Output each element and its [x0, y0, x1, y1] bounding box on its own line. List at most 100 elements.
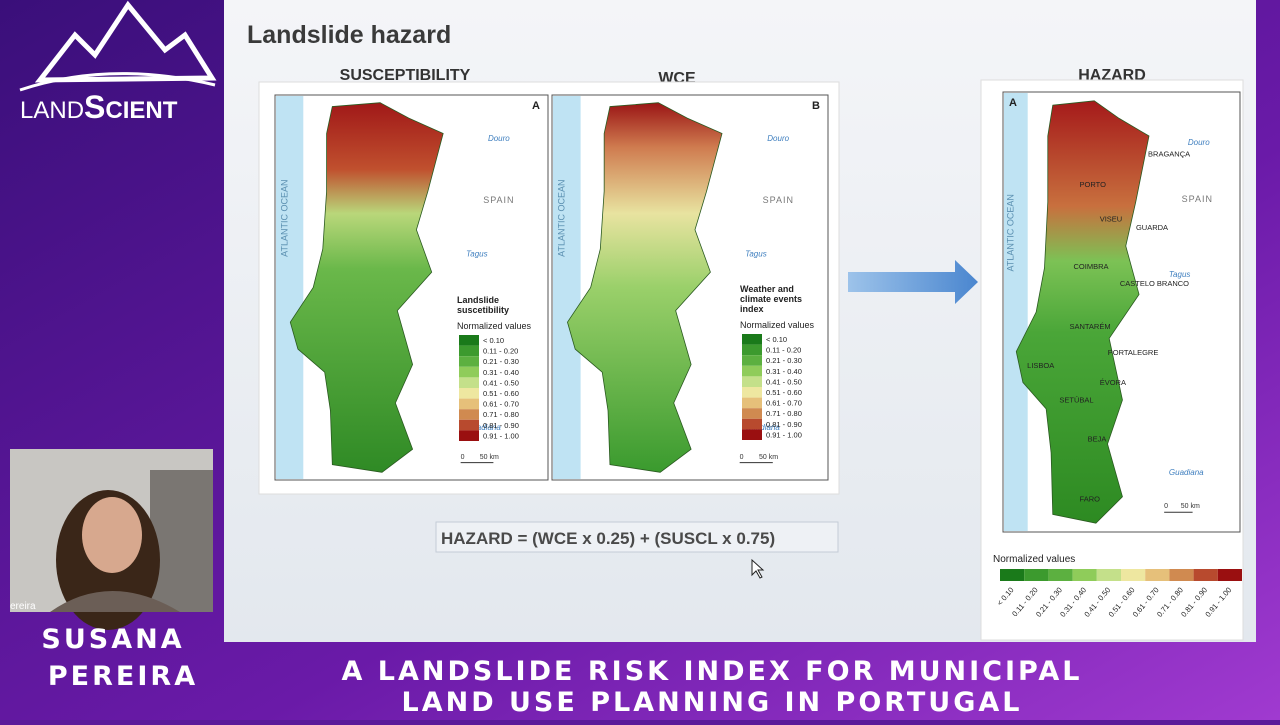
video-label: ereira	[10, 601, 36, 612]
logo-part: S	[84, 89, 105, 125]
city-label: BEJA	[1088, 434, 1107, 443]
legend-swatch	[459, 388, 479, 399]
country-label: SPAIN	[483, 195, 514, 205]
city-label: PORTO	[1080, 180, 1107, 189]
legend-swatch	[459, 335, 479, 346]
legend-swatch	[459, 356, 479, 367]
city-label: SANTARÉM	[1069, 322, 1110, 331]
legend-swatch	[742, 344, 762, 356]
city-label: LISBOA	[1027, 361, 1054, 370]
scale-label: 50 km	[1181, 503, 1200, 510]
legend-swatch	[1096, 569, 1121, 581]
legend-swatch	[1121, 569, 1146, 581]
map-letter: A	[1009, 97, 1017, 109]
legend-label: < 0.10	[483, 336, 504, 345]
panel-heading: SUSCEPTIBILITY	[340, 67, 471, 84]
formula-box	[435, 521, 839, 553]
map-letter: B	[812, 100, 820, 112]
scale-label: 50 km	[480, 454, 499, 461]
legend-swatch	[459, 398, 479, 410]
river-label: Guadiana	[745, 423, 780, 432]
slide-title: Landslide hazard	[247, 21, 451, 49]
legend-label: 0.61 - 0.70	[766, 399, 802, 408]
legend-label: 0.71 - 0.80	[483, 410, 519, 419]
logo-part: CIENT	[105, 97, 177, 124]
legend-swatch	[1000, 569, 1025, 581]
portugal	[289, 102, 444, 473]
legend-swatch	[1048, 569, 1073, 581]
legend-subtitle: Normalized values	[740, 320, 815, 330]
legend-subtitle: Normalized values	[993, 554, 1075, 565]
river-label: Douro	[1188, 138, 1210, 147]
legend-swatch	[1072, 569, 1097, 581]
ocean	[276, 96, 304, 479]
mouse-cursor	[751, 558, 765, 579]
country-label: SPAIN	[1182, 194, 1213, 204]
legend-label: 0.71 - 0.80	[766, 409, 802, 418]
city-label: PORTALEGRE	[1108, 348, 1159, 357]
legend-swatch	[742, 408, 762, 419]
legend-swatch	[459, 409, 479, 420]
legend-label: 0.61 - 0.70	[483, 400, 519, 409]
webcam-shelf	[150, 470, 213, 612]
banner-line: LAND USE PLANNING IN PORTUGAL	[402, 687, 1023, 718]
legend-swatch	[742, 334, 762, 345]
logo: LANDSCIENT	[19, 0, 217, 125]
presenter-first-name: SUSANA	[41, 624, 184, 655]
legend-label: 0.81 - 0.90	[766, 420, 802, 429]
legend-label: 0.11 - 0.20	[483, 347, 518, 356]
river-label: Tagus	[1169, 270, 1191, 279]
presenter-last-name: PEREIRA	[48, 661, 198, 692]
city-label: ÉVORA	[1100, 378, 1126, 387]
legend-label: < 0.10	[766, 335, 787, 344]
logo-swoosh	[19, 72, 216, 92]
legend-swatch	[742, 397, 762, 409]
legend-swatch	[459, 345, 479, 357]
scale-label: 0	[1164, 503, 1168, 510]
person-shoulders	[50, 591, 180, 612]
legend-label: 0.41 - 0.50	[483, 378, 519, 387]
city-label: SETÚBAL	[1059, 395, 1093, 404]
legend-swatch	[459, 430, 479, 441]
scale-label: 0	[740, 454, 744, 461]
legend-label: 0.11 - 0.20	[766, 346, 801, 355]
arrow	[848, 260, 978, 304]
ocean	[553, 96, 581, 479]
banner-line: A LANDSLIDE RISK INDEX FOR MUNICIPAL	[342, 656, 1083, 687]
legend-swatch	[742, 387, 762, 398]
legend-label: 0.81 - 0.90	[483, 421, 519, 430]
portugal	[567, 102, 723, 473]
city-label: COIMBRA	[1074, 262, 1109, 271]
legend-swatch	[459, 377, 479, 388]
legend-title: index	[740, 304, 764, 314]
legend-subtitle: Normalized values	[457, 321, 532, 331]
legend-title: Landslide	[457, 295, 499, 305]
ocean-label: ATLANTIC OCEAN	[1006, 194, 1016, 271]
river-label: Guadiana	[466, 423, 501, 432]
country-label: SPAIN	[763, 195, 794, 205]
legend-label: 0.41 - 0.50	[766, 377, 802, 386]
river-label: Douro	[488, 134, 510, 143]
legend-title: climate events	[740, 294, 802, 304]
ocean	[1004, 93, 1028, 531]
legend-label: 0.21 - 0.30	[483, 357, 519, 366]
legend-title: Weather and	[740, 284, 794, 294]
legend-swatch	[459, 419, 479, 431]
legend-swatch	[1169, 569, 1194, 581]
legend-title: suscetibility	[457, 305, 509, 315]
legend-swatch	[1024, 569, 1049, 581]
city-label: FARO	[1080, 495, 1101, 504]
logo-part: LAND	[20, 97, 84, 124]
city-label: GUARDA	[1136, 223, 1168, 232]
map-letter: A	[532, 100, 540, 112]
city-label: BRAGANÇA	[1148, 150, 1190, 159]
ocean-label: ATLANTIC OCEAN	[279, 180, 289, 257]
logo-mountains	[34, 0, 217, 83]
legend-label: 0.51 - 0.60	[766, 388, 802, 397]
legend-label: 0.91 - 1.00	[766, 430, 802, 439]
legend-swatch	[1145, 569, 1170, 581]
river-label: Tagus	[745, 250, 767, 259]
legend-label: 0.91 - 1.00	[483, 431, 519, 440]
river-label: Tagus	[466, 250, 488, 259]
